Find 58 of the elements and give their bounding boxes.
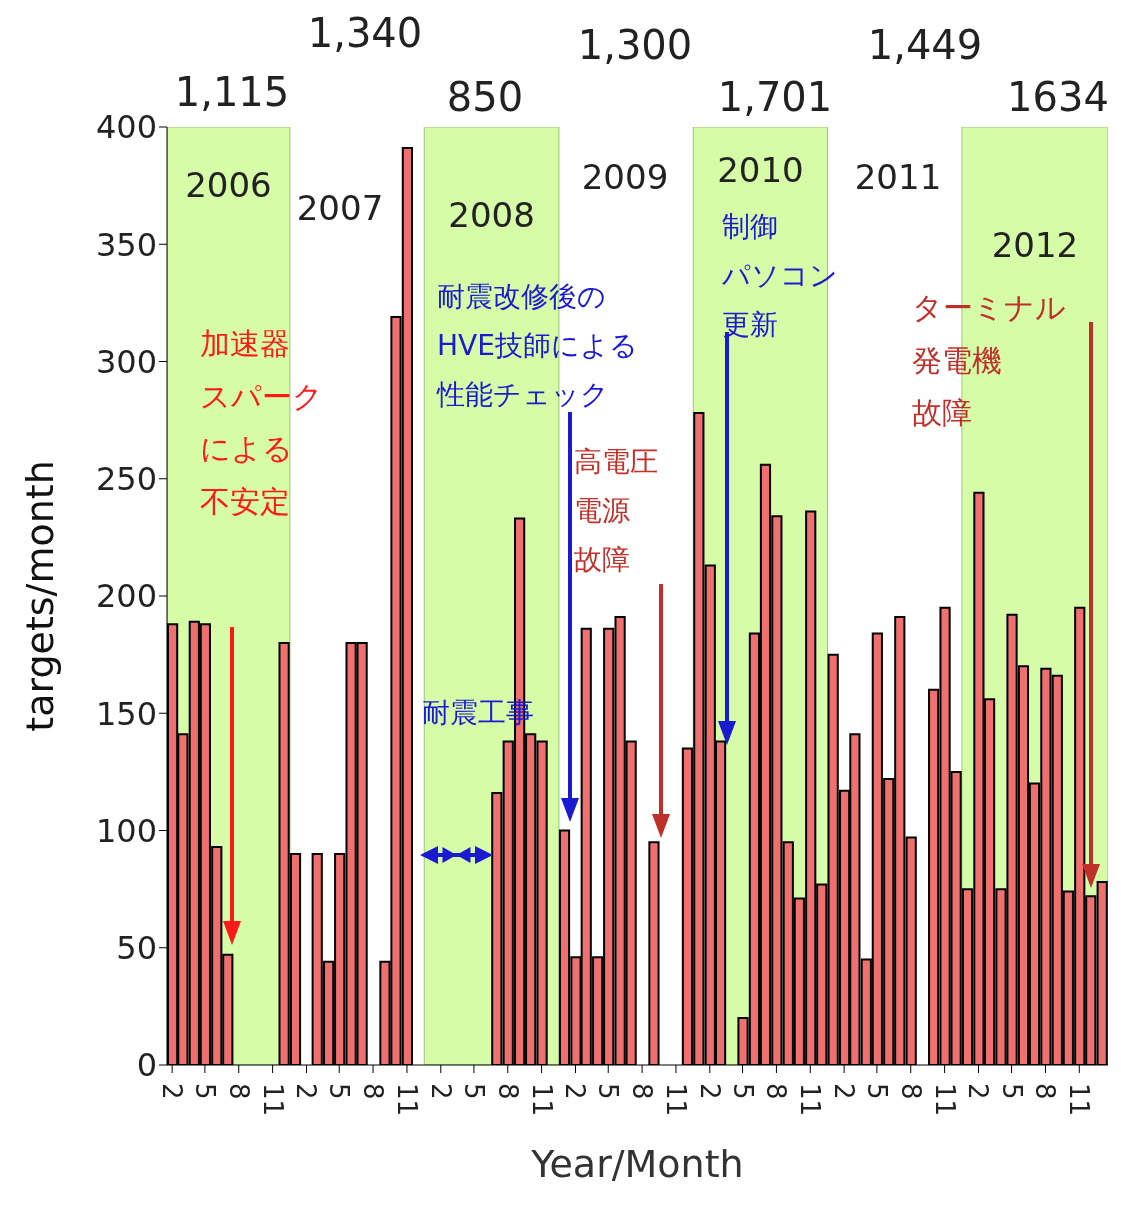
x-tick-label: 5 [324,1083,355,1100]
x-tick-label: 11 [1064,1083,1095,1117]
text: 1,449 [866,21,984,69]
band-label: 2008 [447,195,536,235]
annotation: 加速器スパークによる不安定 [200,325,323,521]
annotation: 2009 [580,156,670,198]
annotation: 高電圧電源故障 [574,444,658,578]
x-tick-label: 2 [291,1083,322,1100]
x-tick-label: 11 [660,1083,691,1117]
x-tick-label: 8 [223,1083,254,1100]
text: 1,115 [173,68,291,116]
x-axis-title: Year/Month [530,1142,744,1186]
x-tick-label: 2 [694,1083,725,1100]
x-tick-label: 8 [761,1083,792,1100]
band-label: 2012 [990,225,1080,265]
y-tick-label: 150 [95,694,157,733]
x-tick-label: 5 [458,1083,489,1100]
text: 1634 [1006,73,1110,121]
text: 1,701 [716,73,834,121]
annotation: ターミナル発電機故障 [912,289,1066,432]
x-tick-label: 2 [560,1083,591,1100]
x-tick-label: 11 [391,1083,422,1117]
x-tick-label: 2 [829,1083,860,1100]
x-tick-label: 8 [627,1083,658,1100]
x-tick-label: 8 [358,1083,389,1100]
y-tick-label: 350 [95,225,157,264]
text: 1,340 [306,9,424,57]
x-tick-label: 5 [189,1083,220,1100]
y-tick-label: 0 [136,1046,157,1085]
y-tick-label: 100 [95,811,157,850]
x-tick-label: 2 [963,1083,994,1100]
x-tick-label: 8 [895,1083,926,1100]
band-label: 2010 [716,150,805,190]
band-label: 2006 [184,165,273,205]
x-tick-label: 8 [492,1083,523,1100]
x-tick-label: 2 [157,1083,188,1100]
x-tick-label: 5 [861,1083,892,1100]
x-tick-label: 2 [425,1083,456,1100]
x-tick-label: 11 [929,1083,960,1117]
y-tick-label: 400 [95,108,157,147]
y-tick-label: 250 [95,460,157,499]
x-tick-label: 11 [526,1083,557,1117]
y-tick-label: 200 [95,577,157,616]
y-axis-title: targets/month [18,460,63,732]
annotation: 耐震改修後のHVE技師による性能チェック [437,279,638,413]
y-tick-label: 50 [116,929,157,968]
annotation: 制御パソコン更新 [722,209,838,343]
x-tick-label: 5 [593,1083,624,1100]
annotation: 2007 [295,187,385,229]
x-tick-label: 11 [795,1083,826,1117]
annotation: 2011 [853,156,943,198]
x-tick-label: 5 [727,1083,758,1100]
x-tick-label: 11 [257,1083,288,1117]
text: 1,300 [576,21,694,69]
text: 850 [445,73,525,121]
x-tick-label: 8 [1030,1083,1061,1100]
x-tick-label: 5 [996,1083,1027,1100]
y-tick-label: 300 [95,342,157,381]
